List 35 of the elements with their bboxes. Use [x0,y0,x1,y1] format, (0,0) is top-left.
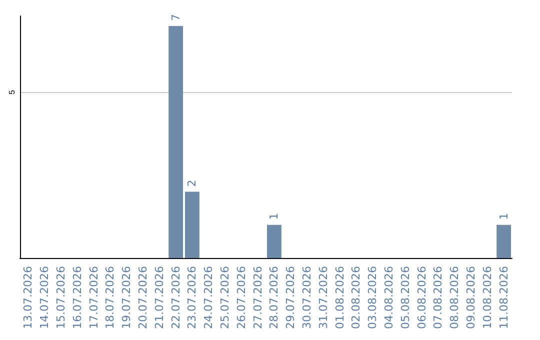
x-tick-label: 27.07.2026 [251,266,264,330]
x-tick-label: 13.07.2026 [22,266,35,330]
x-tick-label: 30.07.2026 [300,266,314,330]
x-tick-label: 26.07.2026 [234,266,248,330]
x-tick-label: 19.07.2026 [120,266,134,330]
data-label: 7 [169,14,182,21]
x-tick-label: 15.07.2026 [54,266,68,330]
x-tick-label: 06.08.2026 [415,266,428,330]
data-label: 2 [186,180,199,187]
x-tick-label: 04.08.2026 [382,266,396,330]
x-tick-label: 11.08.2026 [497,266,510,330]
x-tick-label: 03.08.2026 [366,266,380,330]
x-tick-label: 08.08.2026 [448,266,462,330]
x-tick-label: 31.07.2026 [316,266,330,330]
x-tick-label: 14.07.2026 [38,266,52,330]
x-tick-label: 10.08.2026 [480,266,494,330]
y-tick-label: 5 [8,89,16,94]
x-tick-label: 25.07.2026 [218,266,232,330]
data-label: 1 [497,212,510,220]
x-tick-label: 01.08.2026 [333,266,346,330]
x-tick-label: 09.08.2026 [464,266,478,330]
x-tick-label: 07.08.2026 [432,266,445,330]
x-tick-label: 18.07.2026 [104,266,117,330]
x-tick-label: 20.07.2026 [136,266,150,330]
x-tick-label: 23.07.2026 [186,266,199,330]
x-tick-label: 16.07.2026 [70,266,84,330]
x-tick-label: 29.07.2026 [284,266,298,330]
x-tick-label: 21.07.2026 [152,266,166,330]
x-tick-label: 02.08.2026 [350,266,363,330]
x-tick-label: 05.08.2026 [398,266,412,330]
x-tick-label: 17.07.2026 [87,266,100,330]
data-label: 1 [268,212,281,220]
x-tick-label: 22.07.2026 [169,266,182,330]
x-tick-label: 28.07.2026 [268,266,281,330]
x-tick-label: 24.07.2026 [202,266,216,330]
